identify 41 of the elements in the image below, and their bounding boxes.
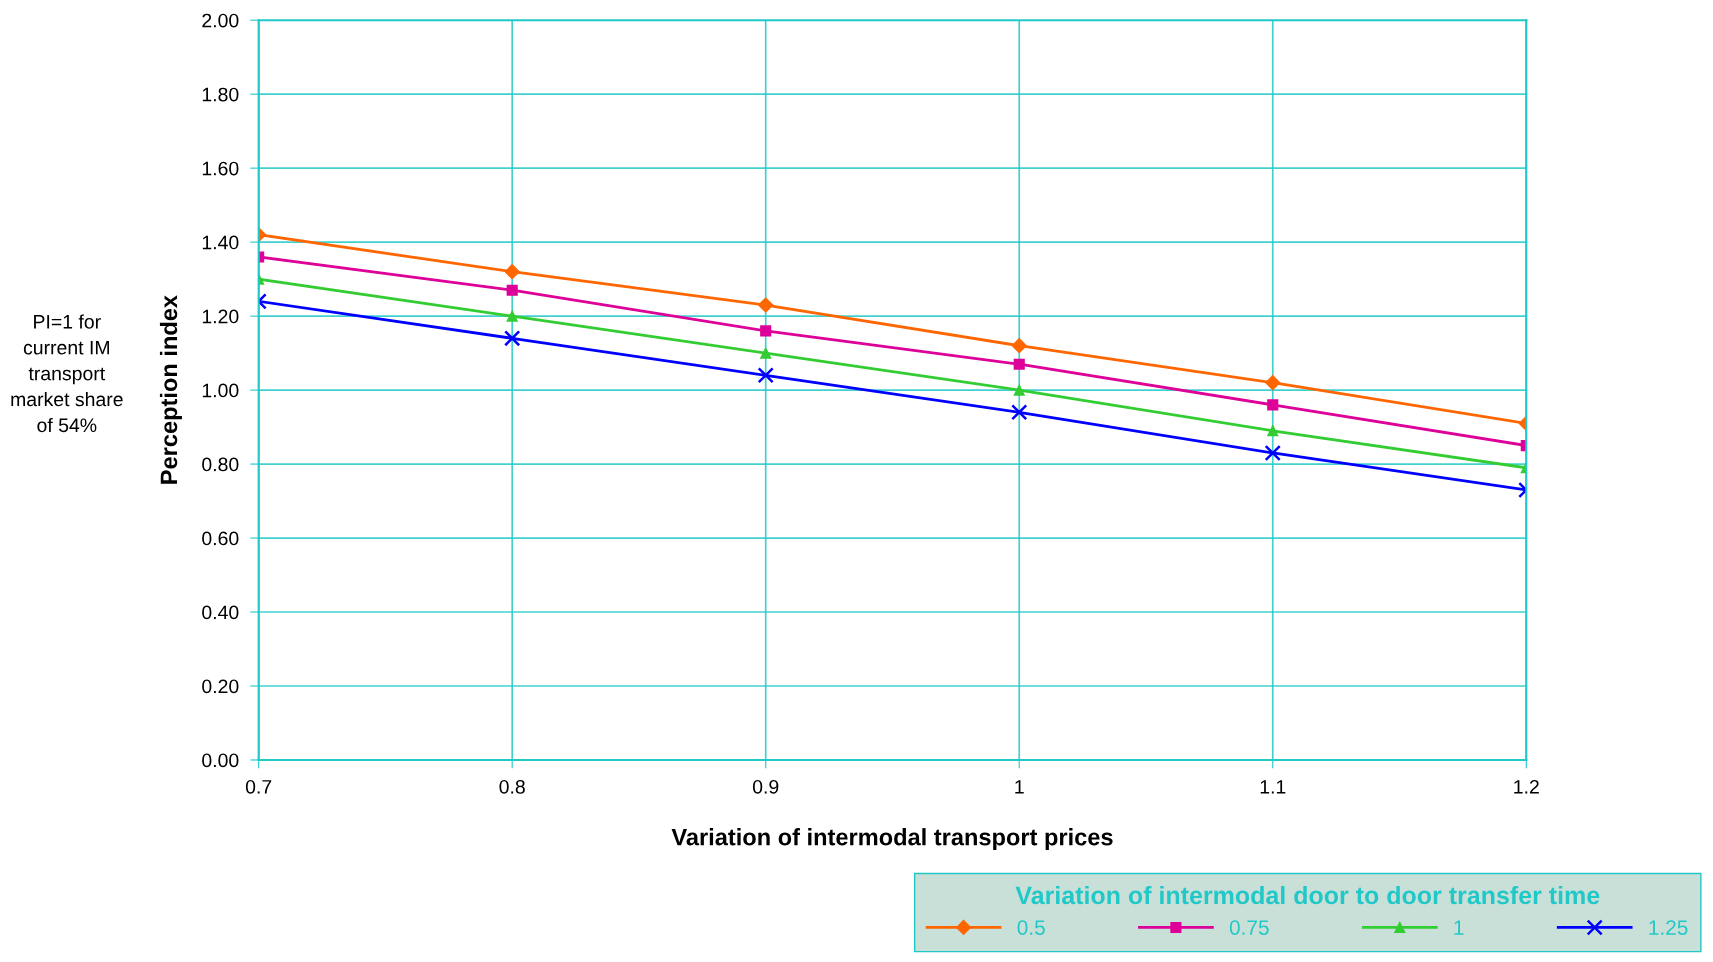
legend-label: 1.25 — [1649, 920, 1688, 935]
point — [758, 297, 774, 313]
y-axis-title: Perception index — [159, 295, 182, 484]
legend-title: Variation of intermodal door to door transfer time — [1015, 885, 1600, 905]
y-tick-label: 1.80 — [202, 87, 239, 102]
y-tick-label: 0.20 — [202, 679, 239, 694]
point — [504, 264, 520, 280]
point — [506, 310, 518, 322]
x-tick-label: 0.7 — [245, 779, 272, 794]
y-tick-label: 0.60 — [202, 531, 239, 546]
point — [1264, 444, 1281, 462]
y-tick-label: 0.00 — [202, 753, 239, 768]
x-tick-label: 1.2 — [1514, 779, 1539, 794]
point — [503, 330, 521, 347]
point — [1013, 358, 1025, 370]
legend-label: 1 — [1454, 920, 1464, 935]
y-tick-label: 0.40 — [202, 605, 239, 620]
legend-label: 0.5 — [1017, 920, 1045, 935]
point — [506, 284, 518, 296]
y-tick-label: 1.20 — [202, 309, 239, 324]
y-tick-label: 1.60 — [202, 161, 239, 176]
y-tick-label: 2.00 — [202, 13, 239, 28]
x-tick-label: 0.8 — [499, 779, 525, 794]
x-tick-label: 1.1 — [1260, 780, 1286, 794]
point — [1011, 404, 1028, 421]
text: PI=1 for current IM transport market share of 54% — [11, 314, 123, 433]
x-tick-label: 1 — [1015, 780, 1024, 794]
x-tick-label: 0.9 — [752, 779, 779, 794]
legend-label: 0.75 — [1229, 920, 1269, 935]
point — [760, 347, 772, 359]
y-tick-label: 0.80 — [202, 457, 239, 472]
point — [1267, 399, 1279, 411]
point — [1265, 375, 1281, 391]
point — [760, 325, 772, 337]
point — [757, 367, 774, 384]
point — [1011, 338, 1027, 354]
y-tick-label: 1.00 — [202, 383, 239, 398]
x-axis-title: Variation of intermodal transport prices — [671, 828, 1113, 851]
point — [1013, 384, 1025, 396]
y-tick-label: 1.40 — [202, 235, 239, 250]
point — [1267, 425, 1279, 437]
